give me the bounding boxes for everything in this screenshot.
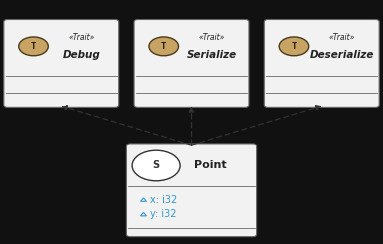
Circle shape [132,150,180,181]
Text: T: T [161,42,167,51]
Text: S: S [152,161,160,171]
Text: «Trait»: «Trait» [68,33,95,42]
Circle shape [149,37,178,56]
FancyBboxPatch shape [4,20,119,107]
Text: «Trait»: «Trait» [198,33,225,42]
FancyBboxPatch shape [134,20,249,107]
Text: Deserialize: Deserialize [309,50,374,60]
Text: «Trait»: «Trait» [329,33,355,42]
Circle shape [19,37,48,56]
Circle shape [279,37,309,56]
Text: y: i32: y: i32 [150,209,177,219]
FancyBboxPatch shape [126,144,257,237]
Text: Serialize: Serialize [187,50,237,60]
Text: Debug: Debug [62,50,100,60]
Text: T: T [291,42,297,51]
Text: x: i32: x: i32 [150,195,177,205]
Text: Point: Point [194,161,227,171]
Text: T: T [31,42,36,51]
FancyBboxPatch shape [264,20,379,107]
